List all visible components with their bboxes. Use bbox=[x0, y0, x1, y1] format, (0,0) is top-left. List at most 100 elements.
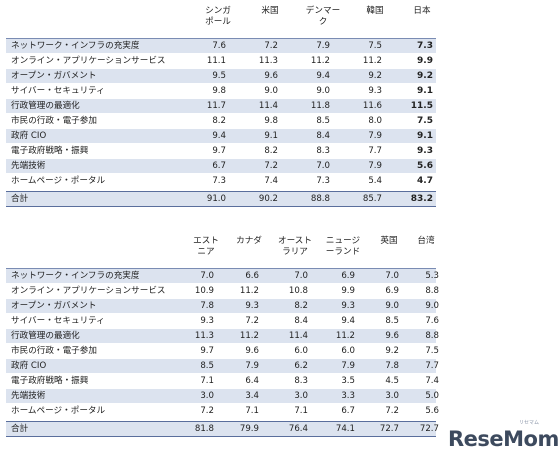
score-cell: 3.3 bbox=[341, 391, 355, 401]
row-label: サイバー・セキュリティ bbox=[11, 86, 105, 96]
total-cell: 81.8 bbox=[194, 424, 214, 434]
score-cell: 7.8 bbox=[200, 301, 214, 311]
score-cell: 5.6 bbox=[425, 406, 439, 416]
ranking-table-top: シンガ ポール 米国 デンマー ク 韓国 日本 ネットワーク・インフラの充実度 7… bbox=[6, 6, 436, 207]
total-cell: 88.8 bbox=[310, 194, 330, 204]
column-header-taiwan: 台湾 bbox=[417, 236, 435, 246]
score-cell: 11.5 bbox=[410, 101, 433, 111]
table-row: サイバー・セキュリティ 9.3 7.2 8.4 9.4 8.5 7.6 bbox=[6, 314, 439, 328]
total-cell: 90.2 bbox=[258, 194, 278, 204]
score-cell: 4.7 bbox=[417, 176, 433, 186]
row-label: 市民の行政・電子参加 bbox=[11, 116, 97, 126]
table-row: ホームページ・ポータル 7.3 7.4 7.3 5.4 4.7 bbox=[6, 174, 436, 188]
total-row: 合計 91.0 90.2 88.8 85.7 83.2 bbox=[6, 191, 436, 207]
table-row: 先端技術 6.7 7.2 7.0 7.9 5.6 bbox=[6, 159, 436, 173]
table-row: 電子政府戦略・振興 7.1 6.4 8.3 3.5 4.5 7.4 bbox=[6, 374, 439, 388]
score-cell: 6.9 bbox=[341, 271, 355, 281]
score-cell: 7.5 bbox=[425, 346, 439, 356]
score-cell: 9.2 bbox=[385, 346, 399, 356]
score-cell: 6.0 bbox=[294, 346, 308, 356]
score-cell: 7.7 bbox=[368, 146, 382, 156]
score-cell: 7.2 bbox=[264, 161, 278, 171]
table-header: シンガ ポール 米国 デンマー ク 韓国 日本 bbox=[6, 6, 436, 36]
score-cell: 7.3 bbox=[316, 176, 330, 186]
table-row: ホームページ・ポータル 7.2 7.1 7.1 6.7 7.2 5.6 bbox=[6, 404, 439, 418]
score-cell: 7.7 bbox=[425, 361, 439, 371]
total-cell: 72.7 bbox=[419, 424, 439, 434]
score-cell: 7.2 bbox=[264, 41, 278, 51]
column-header-australia: オースト ラリア bbox=[278, 236, 312, 257]
score-cell: 9.8 bbox=[212, 86, 226, 96]
table-row: オープン・ガバメント 9.5 9.6 9.4 9.2 9.2 bbox=[6, 69, 436, 83]
score-cell: 3.0 bbox=[200, 391, 214, 401]
total-cell: 74.1 bbox=[335, 424, 355, 434]
score-cell: 9.1 bbox=[264, 131, 278, 141]
score-cell: 6.7 bbox=[212, 161, 226, 171]
score-cell: 8.5 bbox=[200, 361, 214, 371]
score-cell: 7.0 bbox=[385, 271, 399, 281]
watermark-subtext: リセマム bbox=[519, 420, 540, 426]
score-cell: 7.9 bbox=[316, 41, 330, 51]
score-cell: 9.2 bbox=[368, 71, 382, 81]
score-cell: 7.3 bbox=[417, 41, 433, 51]
score-cell: 8.3 bbox=[294, 376, 308, 386]
score-cell: 7.9 bbox=[368, 131, 382, 141]
table-row: 市民の行政・電子参加 9.7 9.6 6.0 6.0 9.2 7.5 bbox=[6, 344, 439, 358]
score-cell: 7.5 bbox=[417, 116, 433, 126]
table-top-rule bbox=[6, 38, 436, 39]
score-cell: 8.5 bbox=[385, 316, 399, 326]
row-label: 市民の行政・電子参加 bbox=[11, 346, 97, 356]
column-header-uk: 英国 bbox=[380, 236, 398, 246]
score-cell: 9.9 bbox=[417, 56, 433, 66]
total-cell: 91.0 bbox=[206, 194, 226, 204]
score-cell: 9.0 bbox=[316, 86, 330, 96]
score-cell: 11.2 bbox=[310, 56, 330, 66]
score-cell: 7.0 bbox=[316, 161, 330, 171]
row-label: 電子政府戦略・振興 bbox=[11, 376, 89, 386]
table-row: オンライン・アプリケーションサービス 10.9 11.2 10.8 9.9 6.9 8.8 bbox=[6, 284, 439, 298]
resemom-logo: ReseMom bbox=[448, 427, 559, 451]
row-label: 政府 CIO bbox=[11, 131, 47, 141]
row-label: 先端技術 bbox=[11, 391, 46, 401]
score-cell: 4.5 bbox=[385, 376, 399, 386]
score-cell: 7.4 bbox=[264, 176, 278, 186]
table-row: 先端技術 3.0 3.4 3.0 3.3 3.0 5.0 bbox=[6, 389, 439, 403]
score-cell: 9.3 bbox=[368, 86, 382, 96]
column-header-denmark: デンマー ク bbox=[305, 6, 341, 27]
column-header-korea: 韓国 bbox=[366, 6, 384, 16]
score-cell: 5.4 bbox=[368, 176, 382, 186]
table-row: オープン・ガバメント 7.8 9.3 8.2 9.3 9.0 9.0 bbox=[6, 299, 439, 313]
score-cell: 11.4 bbox=[288, 331, 308, 341]
table-row: ネットワーク・インフラの充実度 7.6 7.2 7.9 7.5 7.3 bbox=[6, 39, 436, 53]
score-cell: 7.9 bbox=[245, 361, 259, 371]
score-cell: 7.4 bbox=[425, 376, 439, 386]
score-cell: 11.1 bbox=[206, 56, 226, 66]
score-cell: 7.2 bbox=[245, 316, 259, 326]
score-cell: 7.2 bbox=[385, 406, 399, 416]
total-cell: 76.4 bbox=[288, 424, 308, 434]
score-cell: 8.4 bbox=[294, 316, 308, 326]
row-label: ホームページ・ポータル bbox=[11, 406, 106, 416]
score-cell: 7.0 bbox=[294, 271, 308, 281]
table-row: オンライン・アプリケーションサービス 11.1 11.3 11.2 11.2 9.9 bbox=[6, 54, 436, 68]
total-cell: 85.7 bbox=[362, 194, 382, 204]
row-label: オープン・ガバメント bbox=[11, 71, 97, 81]
table-row: 政府 CIO 9.4 9.1 8.4 7.9 9.1 bbox=[6, 129, 436, 143]
score-cell: 8.4 bbox=[316, 131, 330, 141]
row-label: 電子政府戦略・振興 bbox=[11, 146, 89, 156]
table-row: 行政管理の最適化 11.3 11.2 11.4 11.2 9.6 8.8 bbox=[6, 329, 439, 343]
column-header-estonia: エスト ニア bbox=[193, 236, 219, 257]
score-cell: 8.2 bbox=[212, 116, 226, 126]
score-cell: 9.5 bbox=[212, 71, 226, 81]
score-cell: 11.2 bbox=[362, 56, 382, 66]
score-cell: 9.3 bbox=[341, 301, 355, 311]
score-cell: 6.4 bbox=[245, 376, 259, 386]
score-cell: 9.6 bbox=[264, 71, 278, 81]
row-label: 行政管理の最適化 bbox=[11, 331, 80, 341]
score-cell: 5.6 bbox=[417, 161, 433, 171]
score-cell: 9.9 bbox=[341, 286, 355, 296]
score-cell: 6.2 bbox=[294, 361, 308, 371]
table-top-rule bbox=[6, 268, 436, 269]
score-cell: 7.6 bbox=[212, 41, 226, 51]
score-cell: 8.8 bbox=[425, 286, 439, 296]
